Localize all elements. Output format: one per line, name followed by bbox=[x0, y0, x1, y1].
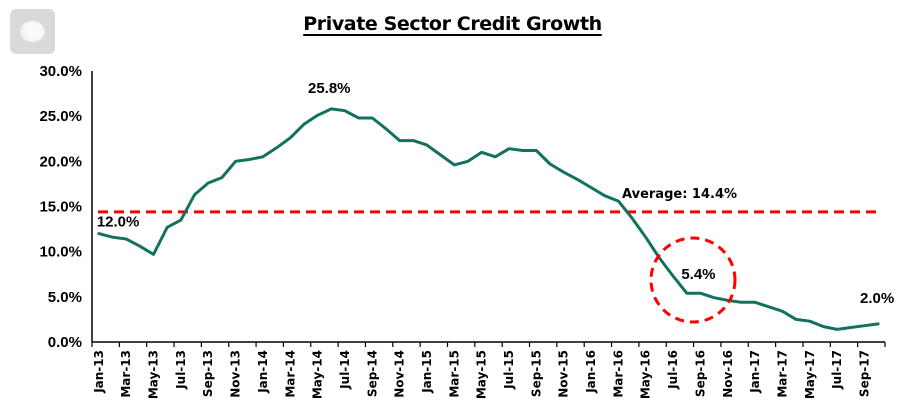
x-tick-label: Mar-16 bbox=[611, 350, 625, 398]
x-tick-label: Mar-17 bbox=[775, 350, 789, 398]
data-label: 2.0% bbox=[860, 290, 894, 307]
y-tick-label: 25.0% bbox=[39, 108, 82, 125]
y-tick-label: 15.0% bbox=[39, 199, 82, 216]
corner-toggle-button[interactable] bbox=[10, 9, 55, 54]
y-tick-label: 0.0% bbox=[48, 334, 82, 351]
x-tick-label: Jan-15 bbox=[420, 350, 434, 394]
average-label: Average: 14.4% bbox=[622, 187, 737, 202]
series-line bbox=[97, 107, 880, 331]
chart-title: Private Sector Credit Growth bbox=[0, 13, 905, 35]
x-tick-label: Nov-15 bbox=[557, 350, 571, 398]
x-tick-label: Sep-15 bbox=[529, 350, 543, 397]
average-reference-line-group: Average: 14.4% bbox=[98, 187, 879, 214]
series-group bbox=[97, 107, 880, 331]
x-tick-label: May-16 bbox=[639, 350, 653, 399]
x-tick-label: Mar-13 bbox=[119, 350, 133, 398]
annotations-group: 12.0% 25.8% 5.4% 2.0% bbox=[97, 80, 894, 324]
x-tick-label: Jul-14 bbox=[338, 350, 352, 390]
toggle-knob-icon bbox=[20, 21, 45, 42]
x-tick-label: Jul-16 bbox=[666, 350, 680, 390]
x-tick-label: Sep-13 bbox=[201, 350, 215, 397]
x-tick-label: Nov-16 bbox=[721, 350, 735, 398]
x-tick-label: Nov-14 bbox=[393, 350, 407, 398]
x-tick-label: Sep-14 bbox=[365, 350, 379, 397]
x-tick-label: Jul-17 bbox=[830, 350, 844, 390]
data-label: 25.8% bbox=[308, 80, 351, 97]
x-tick-label: Jul-13 bbox=[174, 350, 188, 390]
y-axis: 0.0% 5.0% 10.0% 15.0% 20.0% 25.0% 30.0% bbox=[39, 63, 93, 351]
x-tick-label: Mar-14 bbox=[283, 350, 297, 398]
x-tick-label: Jan-16 bbox=[584, 350, 598, 394]
x-tick-label: Nov-13 bbox=[229, 350, 243, 398]
data-label: 5.4% bbox=[681, 266, 715, 283]
highlight-circle bbox=[649, 236, 737, 324]
y-tick-label: 10.0% bbox=[39, 244, 82, 261]
chart-title-text: Private Sector Credit Growth bbox=[303, 13, 602, 35]
y-tick-label: 5.0% bbox=[48, 289, 82, 306]
x-tick-label: May-15 bbox=[475, 350, 489, 399]
x-tick-label: Sep-17 bbox=[857, 350, 871, 397]
x-tick-label: May-13 bbox=[147, 350, 161, 399]
x-tick-label: Sep-16 bbox=[693, 350, 707, 397]
y-tick-label: 20.0% bbox=[39, 153, 82, 170]
x-tick-label: Mar-15 bbox=[447, 350, 461, 398]
x-tick-label: Jan-14 bbox=[256, 350, 270, 394]
x-tick-label: May-17 bbox=[803, 350, 817, 399]
x-tick-label: Jan-17 bbox=[748, 350, 762, 394]
x-tick-label: May-14 bbox=[311, 350, 325, 399]
x-tick-label: Jul-15 bbox=[502, 350, 516, 390]
x-axis: Jan-13 Mar-13 May-13 Jul-13 Sep-13 Nov-13 Jan-… bbox=[91, 341, 886, 399]
y-tick-label: 30.0% bbox=[39, 63, 82, 80]
x-tick-label: Jan-13 bbox=[92, 350, 106, 394]
data-label: 12.0% bbox=[97, 214, 140, 231]
